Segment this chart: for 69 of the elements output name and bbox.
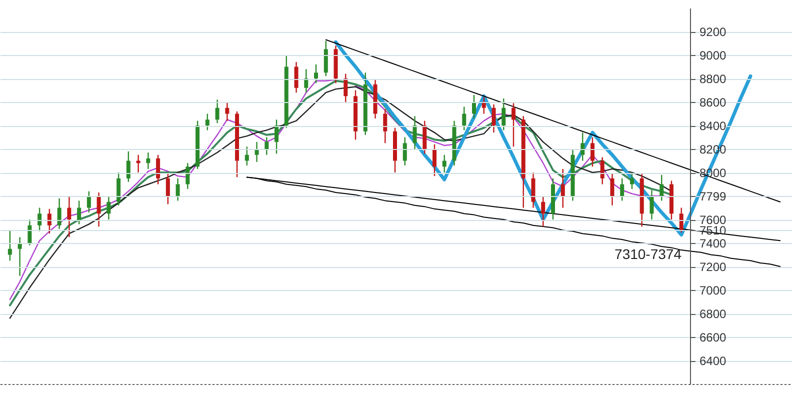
candlestick: [28, 218, 32, 246]
candlestick: [205, 113, 210, 131]
candlestick: [38, 207, 42, 232]
candlestick: [47, 208, 52, 234]
candlestick: [679, 207, 684, 234]
candlestick: [541, 195, 546, 228]
y-tick-label: 8200: [700, 142, 727, 156]
candlestick: [156, 154, 160, 185]
candlestick: [176, 178, 180, 202]
y-tick-label: 7600: [700, 213, 727, 227]
candlestick: [492, 104, 496, 134]
candlestick: [274, 119, 279, 154]
candlestick: [432, 144, 437, 177]
candlestick: [8, 229, 12, 262]
candlestick: [106, 195, 111, 220]
candlestick: [610, 173, 614, 206]
y-tick-label: 8600: [700, 96, 727, 110]
candlestick: [560, 168, 565, 208]
candlestick: [294, 61, 298, 94]
candlestick: [166, 173, 170, 205]
candlestick: [620, 178, 624, 202]
candlestick: [86, 190, 91, 214]
candlestick: [314, 64, 318, 84]
y-tick-label: 7000: [700, 284, 727, 298]
annotation: 7310-7374: [614, 246, 682, 262]
y-tick-label: 6800: [700, 307, 727, 321]
candlestick: [383, 108, 388, 144]
line-series: [334, 40, 752, 237]
candlestick: [146, 152, 150, 170]
y-tick-label: 8400: [700, 119, 727, 133]
line-series: [325, 39, 781, 202]
candlestick: [600, 156, 604, 185]
candlestick: [225, 101, 230, 122]
candlestick: [422, 120, 427, 154]
candlestick: [660, 174, 664, 202]
candlestick: [116, 172, 121, 206]
candlestick: [442, 154, 446, 174]
y-tick-label: 7400: [700, 236, 727, 250]
y-tick-label: 7200: [700, 260, 727, 274]
candlestick: [215, 99, 220, 124]
y-tick-label: 9200: [700, 25, 727, 39]
candlestick: [650, 190, 654, 220]
candlestick: [67, 195, 72, 238]
candlestick: [412, 116, 417, 150]
candlestick: [126, 150, 130, 182]
y-tick-label: 9000: [700, 48, 727, 62]
candlestick: [580, 132, 585, 162]
candlestick: [462, 106, 466, 131]
candlestick: [630, 172, 634, 190]
candlestick: [304, 68, 308, 94]
y-tick-label: 6600: [700, 330, 727, 344]
candlestick: [590, 136, 594, 168]
candlestick: [472, 94, 476, 120]
candlestick: [264, 136, 269, 156]
candlestick: [511, 102, 516, 148]
y-tick-label: 8000: [700, 166, 727, 180]
candlestick: [77, 200, 82, 225]
candlestick: [57, 198, 62, 230]
y-tick-label: 6400: [700, 354, 727, 368]
candlestick: [244, 146, 249, 166]
candlestick: [324, 40, 328, 77]
candlestick: [96, 192, 101, 228]
candlestick: [186, 162, 190, 190]
y-tick-label: 7799: [700, 190, 727, 204]
candlestick: [402, 136, 407, 166]
y-tick-label: 8800: [700, 72, 727, 86]
candlestick: [531, 172, 536, 208]
candlestick: [344, 73, 348, 103]
candlestick: [502, 98, 506, 131]
